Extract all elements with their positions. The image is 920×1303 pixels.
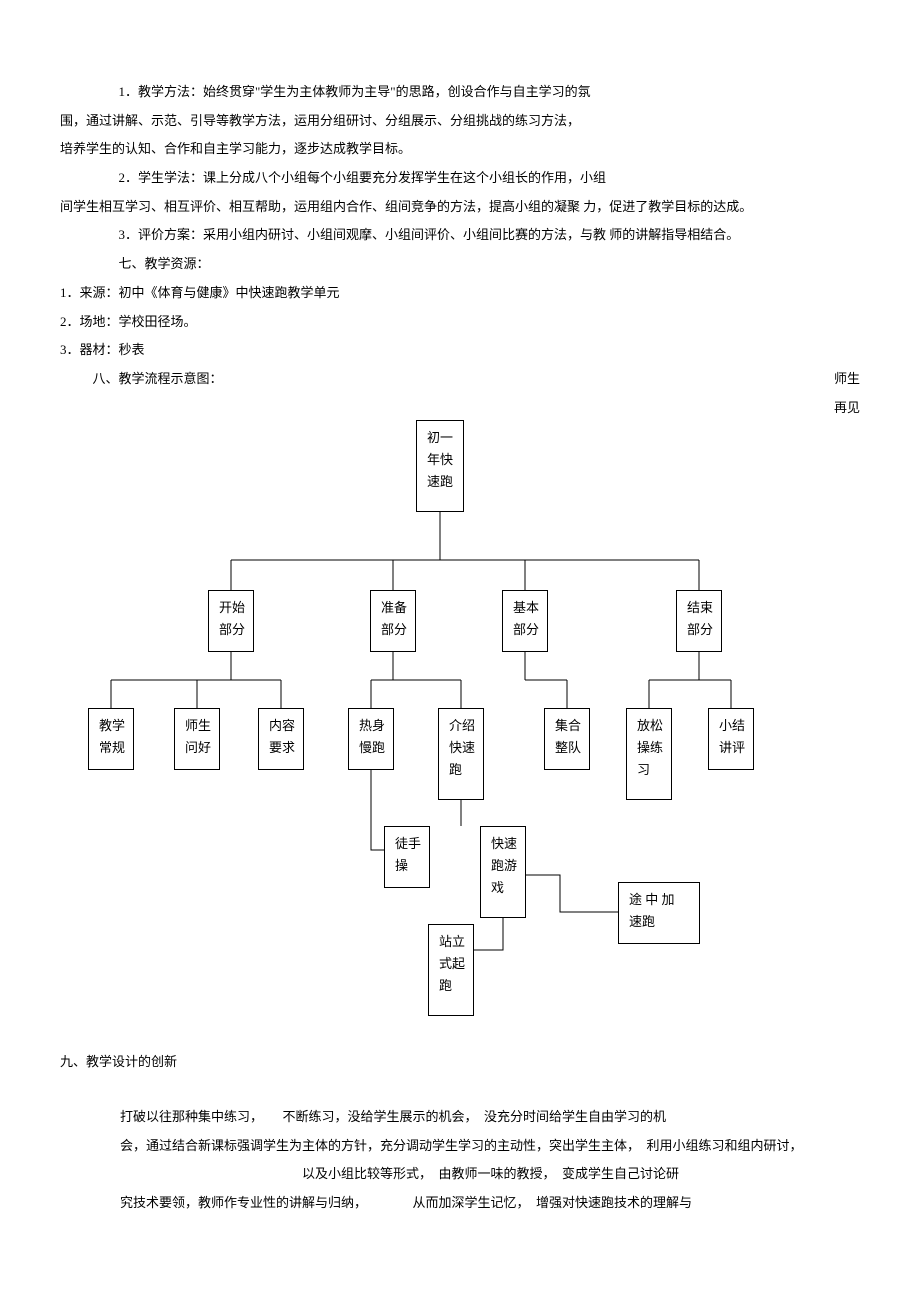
para-student-1: 2．学生学法：课上分成八个小组每个小组要充分发挥学生在这个小组长的作用，小组 (60, 166, 860, 191)
flow-node-l3d: 热身慢跑 (348, 708, 394, 770)
para-eval: 3．评价方案：采用小组内研讨、小组间观摩、小组间评价、小组间比赛的方法，与教 师… (60, 223, 860, 248)
heading-flow: 八、教学流程示意图： (60, 367, 223, 392)
body-3: 以及小组比较等形式， 由教师一味的教授， 变成学生自己讨论研 (120, 1162, 820, 1187)
flowchart: 初一年快速跑开始部分 准备部分 基本部分 结束部分教学常规师生问好内容要求热身慢跑介绍… (60, 420, 860, 1040)
para-method-1: 1．教学方法：始终贯穿"学生为主体教师为主导"的思路，创设合作与自主学习的氛 (60, 80, 860, 105)
flow-node-prep: 准备部分 (370, 590, 416, 652)
side-text-2: 再见 (834, 396, 860, 421)
para-method-3: 培养学生的认知、合作和自主学习能力，逐步达成教学目标。 (60, 137, 860, 162)
side-text-1: 师生 (834, 367, 860, 392)
flow-node-l3f: 集合整队 (544, 708, 590, 770)
flow-node-l3a: 教学常规 (88, 708, 134, 770)
heading-resources: 七、教学资源： (60, 252, 860, 277)
innovation-body: 打破以往那种集中练习， 不断练习，没给学生展示的机会， 没充分时间给学生自由学习… (60, 1105, 860, 1216)
flow-node-l5a: 站立式起跑 (428, 924, 474, 1016)
para-student-2: 间学生相互学习、相互评价、相互帮助，运用组内合作、组间竞争的方法，提高小组的凝聚… (60, 195, 860, 220)
resource-1: 1．来源：初中《体育与健康》中快速跑教学单元 (60, 281, 860, 306)
flow-node-root: 初一年快速跑 (416, 420, 464, 512)
flow-node-end: 结束部分 (676, 590, 722, 652)
resource-3: 3．器材：秒表 (60, 338, 860, 363)
flow-node-l3c: 内容要求 (258, 708, 304, 770)
body-2: 会，通过结合新课标强调学生为主体的方针，充分调动学生学习的主动性，突出学生主体，… (120, 1134, 820, 1159)
heading-innovation: 九、教学设计的创新 (60, 1050, 860, 1075)
flow-node-l3g: 放松操练习 (626, 708, 672, 800)
flow-node-basic: 基本部分 (502, 590, 548, 652)
flow-node-start: 开始部分 (208, 590, 254, 652)
flow-node-l3b: 师生问好 (174, 708, 220, 770)
flow-node-l4c: 途 中 加速跑 (618, 882, 700, 944)
body-4: 究技术要领，教师作专业性的讲解与归纳， 从而加深学生记忆， 增强对快速跑技术的理… (120, 1191, 820, 1216)
resource-2: 2．场地：学校田径场。 (60, 310, 860, 335)
flow-node-l3e: 介绍快速跑 (438, 708, 484, 800)
body-1: 打破以往那种集中练习， 不断练习，没给学生展示的机会， 没充分时间给学生自由学习… (120, 1105, 820, 1130)
flow-node-l3h: 小结讲评 (708, 708, 754, 770)
flow-node-l4a: 徒手操 (384, 826, 430, 888)
flow-node-l4b: 快速跑游戏 (480, 826, 526, 918)
para-method-2: 围，通过讲解、示范、引导等教学方法，运用分组研讨、分组展示、分组挑战的练习方法， (60, 109, 860, 134)
